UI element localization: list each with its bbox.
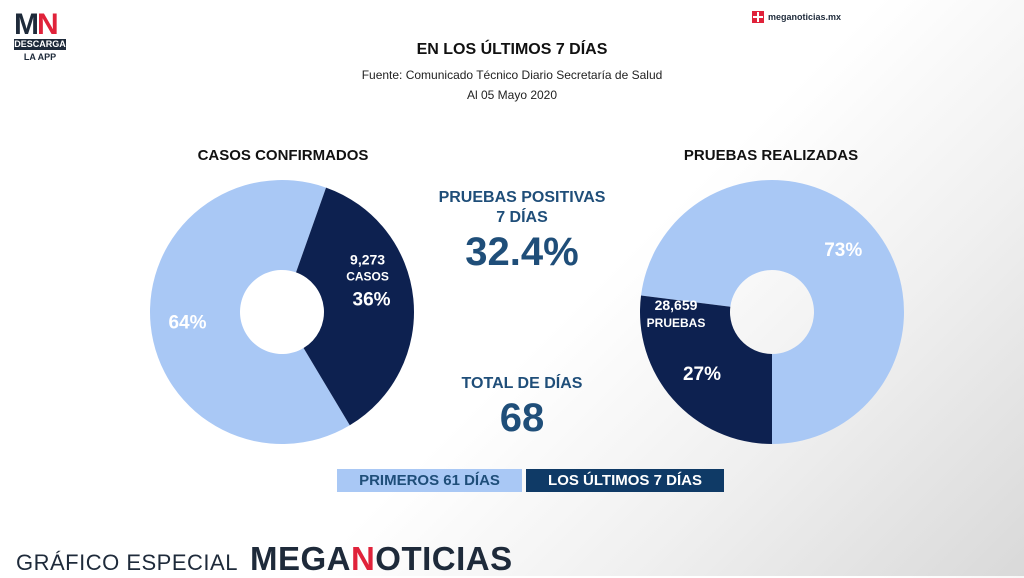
slice-first-61-days [641, 180, 904, 444]
total-days-label: TOTAL DE DÍAS [461, 375, 583, 392]
mn-logo-letters: MN [14, 8, 59, 41]
total-days-value: 68 [499, 396, 545, 440]
donut-chart-casos: 64% 9,273 CASOS 36% [150, 180, 415, 444]
date-line: Al 05 Mayo 2020 [466, 88, 558, 102]
source-line: Fuente: Comunicado Técnico Diario Secret… [361, 68, 663, 82]
brand-top: meganoticias.mx [752, 11, 841, 23]
footer-brand-logo[interactable]: MEGANOTICIAS [249, 540, 513, 577]
slice-last-7-days [296, 187, 415, 426]
brand-plus-icon [752, 11, 764, 23]
slice-label-last-7-days: 36% [353, 289, 391, 310]
legend-last-7-days: LOS ÚLTIMOS 7 DÍAS [526, 469, 724, 492]
footer-label: GRÁFICO ESPECIAL [16, 550, 238, 575]
page-title: EN LOS ÚLTIMOS 7 DÍAS [416, 41, 608, 58]
mn-logo[interactable]: MN DESCARGA LA APP [14, 8, 66, 62]
mn-logo-app-label: LA APP [23, 52, 57, 62]
chart-title-casos: CASOS CONFIRMADOS [197, 147, 369, 164]
slice-count-last-7-days: 28,659 [655, 297, 698, 313]
slice-count-last-7-days: 9,273 [350, 251, 385, 267]
positive-tests-value: 32.4% [465, 230, 579, 274]
slice-label-first-61-days: 64% [168, 312, 206, 333]
slice-label-first-61-days: 73% [824, 240, 862, 261]
slice-count-unit-last-7-days: CASOS [346, 269, 389, 283]
donut-chart-pruebas: 73% 28,659 PRUEBAS 27% [640, 180, 904, 444]
slice-first-61-days [150, 180, 350, 444]
mn-logo-band: DESCARGA [14, 39, 66, 50]
legend-first-61-days: PRIMEROS 61 DÍAS [337, 469, 522, 492]
brand-top-text: meganoticias.mx [768, 12, 842, 22]
slice-count-unit-last-7-days: PRUEBAS [647, 316, 706, 330]
chart-title-pruebas: PRUEBAS REALIZADAS [683, 147, 859, 164]
slice-last-7-days [640, 295, 772, 444]
positive-tests-label: PRUEBAS POSITIVAS 7 DÍAS [438, 189, 606, 226]
slice-label-last-7-days: 27% [683, 364, 721, 385]
footer: GRÁFICO ESPECIAL MEGANOTICIAS [16, 540, 513, 578]
